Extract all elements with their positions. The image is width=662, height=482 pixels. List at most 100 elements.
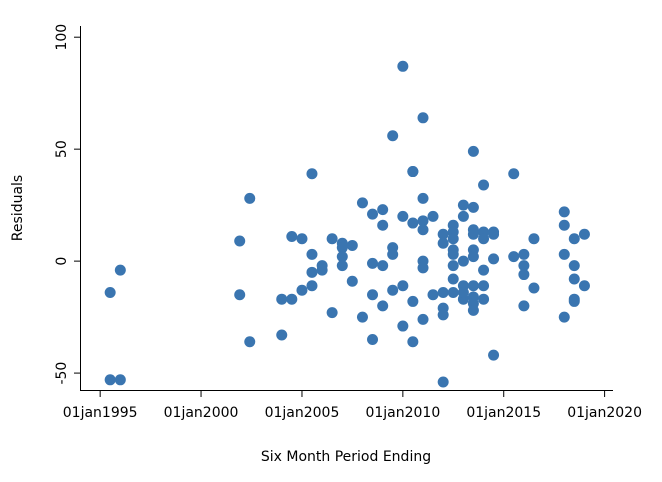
data-point [276, 329, 288, 341]
data-point [457, 199, 469, 211]
data-point [346, 275, 358, 287]
data-point [356, 311, 368, 323]
data-point [367, 208, 379, 220]
data-point [528, 233, 540, 245]
data-point [578, 280, 590, 292]
data-point [306, 168, 318, 180]
data-point [286, 293, 298, 305]
data-point [447, 260, 459, 272]
data-point [286, 230, 298, 242]
data-point [467, 201, 479, 213]
data-point [417, 112, 429, 124]
data-point [447, 248, 459, 260]
data-point [336, 260, 348, 272]
data-point [316, 260, 328, 272]
data-point [397, 60, 409, 72]
data-point [437, 237, 449, 249]
data-point [427, 210, 439, 222]
x-axis-ticks: 01jan1995 01jan2000 01jan2005 01jan2010 01ja… [63, 391, 642, 421]
data-point [387, 284, 399, 296]
data-point [447, 233, 459, 245]
data-point [558, 219, 570, 231]
data-point [467, 251, 479, 263]
data-point [467, 228, 479, 240]
data-point [528, 282, 540, 294]
data-point [346, 239, 358, 251]
data-point [306, 280, 318, 292]
y-tick-label: 50 [54, 140, 70, 158]
data-point [478, 280, 490, 292]
data-point [478, 264, 490, 276]
data-point [518, 300, 530, 312]
data-point [377, 300, 389, 312]
data-point [417, 262, 429, 274]
data-point [558, 311, 570, 323]
data-point [417, 215, 429, 227]
scatter-points [104, 60, 590, 388]
data-point [296, 233, 308, 245]
data-point [387, 248, 399, 260]
data-point [488, 349, 500, 361]
data-point [276, 293, 288, 305]
data-point [377, 260, 389, 272]
data-point [306, 248, 318, 260]
data-point [437, 228, 449, 240]
data-point [367, 333, 379, 345]
data-point [568, 295, 580, 307]
data-point [397, 320, 409, 332]
data-point [114, 374, 126, 386]
data-point [437, 376, 449, 388]
data-point [417, 192, 429, 204]
data-point [568, 273, 580, 285]
data-point [397, 280, 409, 292]
data-point [508, 168, 520, 180]
data-point [407, 217, 419, 229]
data-point [244, 336, 256, 348]
data-point [326, 307, 338, 319]
data-point [578, 228, 590, 240]
data-point [478, 179, 490, 191]
data-point [437, 286, 449, 298]
data-point [417, 313, 429, 325]
data-point [568, 260, 580, 272]
x-tick-label: 01jan2000 [164, 405, 239, 421]
y-axis-ticks: -50 0 50 100 [54, 24, 80, 385]
data-point [114, 264, 126, 276]
data-point [397, 210, 409, 222]
y-axis-title: Residuals [10, 175, 26, 241]
data-point [558, 206, 570, 218]
data-point [367, 257, 379, 269]
data-point [478, 293, 490, 305]
data-point [467, 145, 479, 157]
x-tick-label: 01jan2020 [567, 405, 642, 421]
data-point [104, 286, 116, 298]
data-point [234, 289, 246, 301]
data-point [336, 242, 348, 254]
data-point [407, 336, 419, 348]
data-point [488, 253, 500, 265]
data-point [326, 233, 338, 245]
data-point [296, 284, 308, 296]
data-point [417, 224, 429, 236]
data-point [508, 251, 520, 263]
y-tick-label: 0 [54, 257, 70, 266]
x-axis-title: Six Month Period Ending [261, 449, 431, 465]
data-point [437, 309, 449, 321]
data-point [447, 273, 459, 285]
data-point [558, 248, 570, 260]
data-point [427, 289, 439, 301]
data-point [467, 304, 479, 316]
data-point [407, 295, 419, 307]
data-point [377, 219, 389, 231]
y-tick-label: 100 [54, 24, 70, 51]
data-point [234, 235, 246, 247]
data-point [387, 130, 399, 142]
data-point [407, 166, 419, 178]
data-point [367, 289, 379, 301]
data-point [478, 233, 490, 245]
data-point [568, 233, 580, 245]
data-point [457, 286, 469, 298]
data-point [377, 204, 389, 216]
x-tick-label: 01jan2005 [265, 405, 340, 421]
